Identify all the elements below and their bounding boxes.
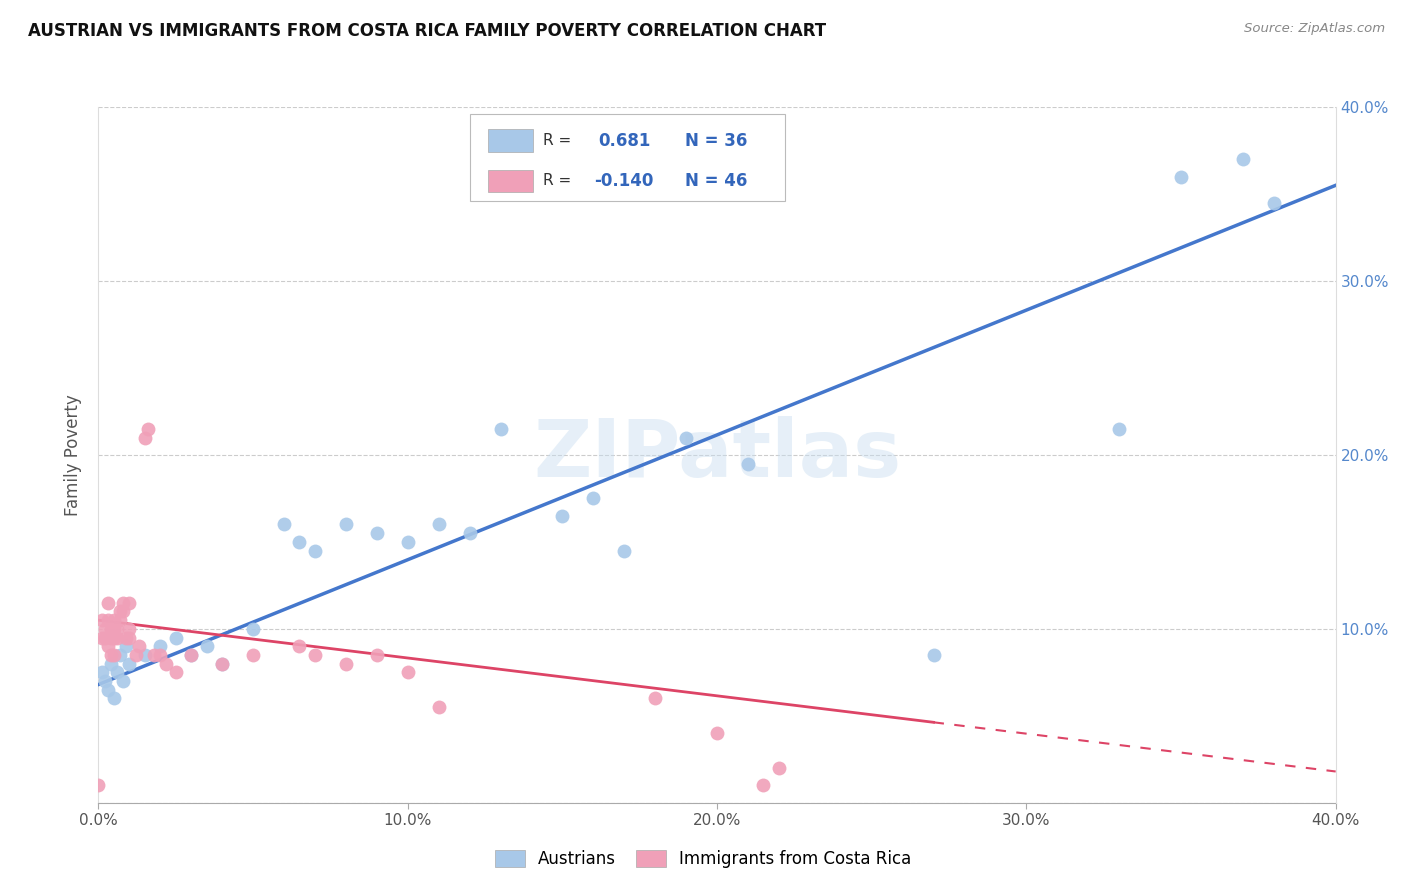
Point: [97, 596, 120, 610]
Point: [108, 613, 131, 627]
Point: [551, 508, 574, 523]
Point: [149, 639, 172, 653]
Point: [100, 657, 122, 671]
Point: [427, 517, 450, 532]
Point: [1263, 195, 1285, 210]
Point: [100, 631, 122, 645]
Point: [458, 526, 481, 541]
Point: [112, 674, 135, 689]
Point: [115, 631, 138, 645]
Point: [108, 605, 131, 619]
Point: [288, 534, 311, 549]
Point: [115, 639, 138, 653]
Text: R =: R =: [543, 173, 571, 188]
Point: [288, 639, 311, 653]
Point: [195, 639, 218, 653]
FancyBboxPatch shape: [488, 129, 533, 152]
FancyBboxPatch shape: [470, 114, 785, 201]
Text: N = 36: N = 36: [685, 132, 747, 150]
Point: [675, 431, 697, 445]
Point: [105, 665, 128, 680]
Point: [396, 665, 419, 680]
Point: [273, 517, 295, 532]
Point: [211, 657, 233, 671]
Point: [1170, 169, 1192, 184]
Point: [105, 622, 128, 636]
Point: [93, 631, 115, 645]
Point: [427, 700, 450, 714]
Text: -0.140: -0.140: [595, 172, 654, 190]
Point: [118, 596, 141, 610]
Point: [103, 648, 125, 662]
Point: [304, 648, 326, 662]
Point: [93, 622, 115, 636]
Point: [103, 613, 125, 627]
Point: [242, 648, 264, 662]
Point: [128, 639, 150, 653]
Point: [100, 622, 122, 636]
Text: Source: ZipAtlas.com: Source: ZipAtlas.com: [1244, 22, 1385, 36]
Point: [335, 517, 357, 532]
Point: [103, 631, 125, 645]
Point: [143, 648, 166, 662]
Point: [149, 648, 172, 662]
Point: [90, 613, 112, 627]
Point: [103, 622, 125, 636]
Point: [112, 596, 135, 610]
Point: [103, 691, 125, 706]
Point: [304, 543, 326, 558]
Point: [105, 631, 128, 645]
Point: [155, 657, 177, 671]
Y-axis label: Family Poverty: Family Poverty: [65, 394, 83, 516]
Point: [124, 648, 146, 662]
Point: [1232, 152, 1254, 166]
Point: [1108, 422, 1130, 436]
Point: [93, 674, 115, 689]
Point: [90, 631, 112, 645]
Point: [768, 761, 790, 775]
Point: [366, 648, 388, 662]
Point: [242, 622, 264, 636]
Point: [112, 605, 135, 619]
Point: [613, 543, 636, 558]
Text: AUSTRIAN VS IMMIGRANTS FROM COSTA RICA FAMILY POVERTY CORRELATION CHART: AUSTRIAN VS IMMIGRANTS FROM COSTA RICA F…: [28, 22, 827, 40]
Point: [90, 665, 112, 680]
Point: [180, 648, 202, 662]
Point: [922, 648, 945, 662]
Point: [752, 778, 775, 792]
Text: R =: R =: [543, 133, 571, 148]
Point: [706, 726, 728, 740]
Point: [180, 648, 202, 662]
Point: [97, 639, 120, 653]
Text: 0.681: 0.681: [599, 132, 651, 150]
Point: [211, 657, 233, 671]
Point: [108, 648, 131, 662]
FancyBboxPatch shape: [488, 169, 533, 192]
Point: [118, 622, 141, 636]
Text: N = 46: N = 46: [685, 172, 747, 190]
Point: [582, 491, 605, 506]
Point: [87, 778, 110, 792]
Point: [100, 648, 122, 662]
Point: [165, 665, 187, 680]
Point: [97, 613, 120, 627]
Point: [165, 631, 187, 645]
Point: [335, 657, 357, 671]
Point: [97, 682, 120, 697]
Point: [118, 657, 141, 671]
Point: [489, 422, 512, 436]
Text: ZIPatlas: ZIPatlas: [533, 416, 901, 494]
Point: [396, 534, 419, 549]
Point: [366, 526, 388, 541]
Legend: Austrians, Immigrants from Costa Rica: Austrians, Immigrants from Costa Rica: [488, 843, 918, 875]
Point: [644, 691, 666, 706]
Point: [134, 648, 156, 662]
Point: [737, 457, 759, 471]
Point: [118, 631, 141, 645]
Point: [136, 422, 159, 436]
Point: [134, 431, 156, 445]
